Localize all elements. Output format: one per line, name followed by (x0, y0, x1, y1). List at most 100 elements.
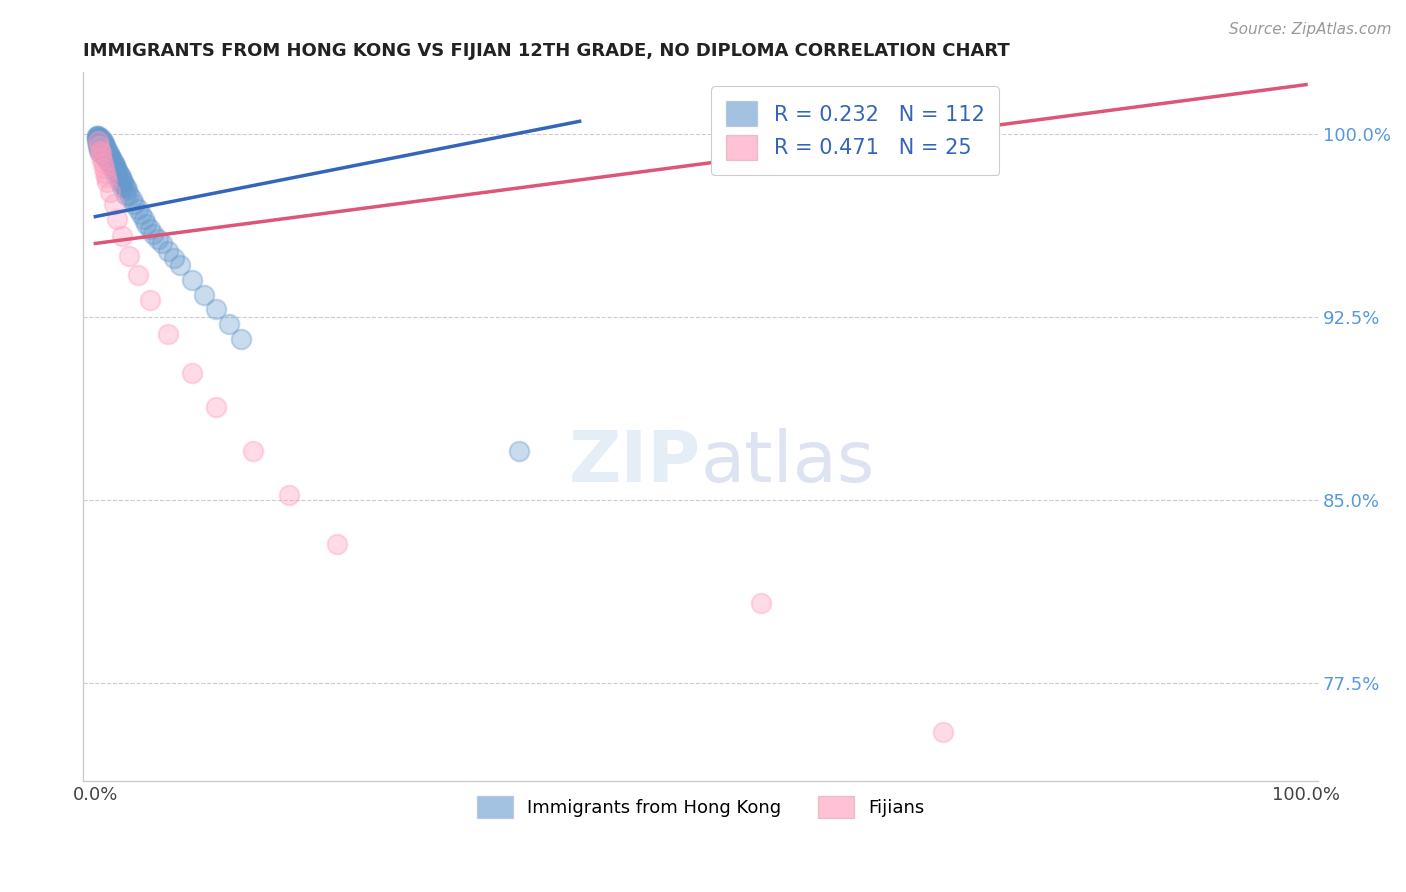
Point (112, 175, 135, 189)
Point (87, 134, 110, 148)
Legend: Immigrants from Hong Kong, Fijians: Immigrants from Hong Kong, Fijians (470, 789, 932, 825)
Point (111, 180, 134, 194)
Point (132, 212, 155, 227)
Point (114, 180, 136, 194)
Point (111, 229, 134, 244)
Point (97, 148, 120, 162)
Point (91, 141, 114, 155)
Point (103, 158, 125, 172)
Point (103, 156, 125, 170)
Point (169, 259, 191, 273)
Point (87, 136, 110, 151)
Point (91, 144, 114, 158)
Point (87, 138, 110, 153)
Point (97, 146, 120, 161)
Point (104, 168, 127, 182)
Point (90, 146, 112, 161)
Point (96, 144, 118, 158)
Point (87, 131, 110, 145)
Point (103, 163, 125, 178)
Point (87, 144, 110, 158)
Point (87, 134, 110, 148)
Text: ZIP: ZIP (568, 427, 700, 497)
Point (94, 144, 117, 158)
Point (100, 151, 122, 165)
Point (89, 144, 111, 158)
Point (229, 332, 252, 346)
Point (91, 141, 114, 155)
Point (94, 166, 117, 180)
Point (94, 148, 117, 162)
Point (205, 302, 228, 317)
Point (96, 148, 118, 162)
Point (89, 136, 111, 151)
Point (181, 273, 204, 287)
Point (91, 156, 114, 170)
Text: Source: ZipAtlas.com: Source: ZipAtlas.com (1229, 22, 1392, 37)
Point (87, 136, 110, 151)
Point (135, 217, 157, 231)
Point (193, 287, 215, 301)
Point (104, 161, 127, 175)
Point (127, 268, 149, 283)
Point (96, 141, 118, 155)
Point (104, 158, 127, 172)
Point (93, 148, 115, 162)
Point (87, 138, 110, 153)
Point (87, 134, 110, 148)
Point (93, 136, 115, 151)
Point (508, 444, 530, 458)
Point (93, 144, 115, 158)
Point (86, 128, 108, 143)
Point (96, 170, 118, 185)
Point (90, 131, 112, 145)
Point (111, 173, 134, 187)
Point (96, 151, 118, 165)
Point (90, 151, 112, 165)
Point (94, 146, 117, 161)
Point (156, 326, 179, 341)
Point (86, 128, 108, 143)
Point (98, 148, 121, 162)
Point (96, 148, 118, 162)
Point (127, 202, 149, 217)
Point (94, 141, 117, 155)
Point (112, 178, 135, 192)
Point (90, 146, 112, 161)
Point (96, 146, 118, 161)
Point (90, 134, 112, 148)
Point (87, 141, 110, 155)
Point (86, 131, 108, 145)
Point (114, 187, 136, 202)
Point (91, 136, 114, 151)
Point (749, 596, 772, 610)
Point (242, 444, 264, 458)
Point (104, 161, 127, 175)
Point (87, 131, 110, 145)
Point (139, 222, 162, 236)
Point (93, 146, 115, 161)
Point (115, 183, 138, 197)
Point (121, 193, 143, 207)
Point (139, 293, 162, 307)
Point (101, 153, 124, 168)
Point (148, 231, 170, 245)
Point (163, 251, 186, 265)
Point (98, 185, 121, 199)
Point (105, 212, 128, 227)
Point (90, 141, 112, 155)
Point (96, 144, 118, 158)
Point (86, 134, 108, 148)
Point (103, 197, 125, 211)
Point (100, 158, 122, 172)
Point (118, 249, 141, 263)
Point (326, 537, 349, 551)
Point (91, 138, 114, 153)
Point (96, 146, 118, 161)
Point (87, 134, 110, 148)
Point (87, 138, 110, 153)
Point (93, 144, 115, 158)
Point (87, 128, 110, 143)
Point (108, 168, 131, 182)
Point (122, 197, 145, 211)
